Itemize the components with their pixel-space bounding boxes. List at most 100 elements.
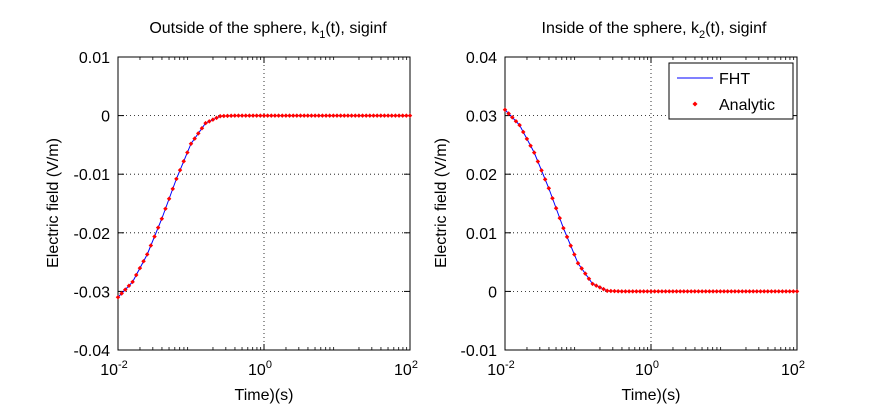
x-axis-label: Time)(s) [622, 387, 681, 404]
series-marker-analytic [141, 259, 146, 264]
series-marker-analytic [710, 289, 716, 294]
x-tick-label: 102 [781, 359, 805, 379]
x-tick-label: 102 [394, 359, 418, 379]
series-marker-analytic [126, 283, 132, 289]
series-marker-analytic [725, 289, 730, 294]
y-axis-label: Electric field (V/m) [433, 138, 450, 268]
series-marker-analytic [656, 289, 661, 294]
series-marker-analytic [696, 289, 701, 294]
series-marker-analytic [645, 289, 650, 294]
series-marker-analytic [761, 289, 767, 294]
series-marker-analytic [287, 113, 292, 118]
series-marker-analytic [634, 289, 639, 294]
y-tick-label: 0.01 [79, 50, 110, 67]
series-marker-analytic [743, 289, 749, 294]
y-tick-label: -0.01 [74, 167, 111, 184]
series-marker-analytic [130, 279, 135, 285]
series-marker-analytic [707, 289, 712, 294]
series-marker-analytic [619, 289, 625, 294]
series-marker-analytic [663, 289, 668, 294]
y-tick-label: -0.01 [461, 343, 498, 360]
series-marker-analytic [133, 272, 139, 278]
series-marker-analytic [597, 285, 603, 290]
series-marker-analytic [586, 276, 592, 282]
series-marker-analytic [787, 289, 792, 294]
y-tick-label: 0 [488, 284, 497, 301]
series-marker-analytic [794, 289, 800, 294]
series-marker-analytic [623, 289, 628, 294]
series-marker-analytic [677, 289, 683, 294]
series-marker-analytic [630, 289, 636, 294]
series-marker-analytic [247, 113, 252, 118]
series-marker-analytic [217, 113, 223, 119]
series-marker-analytic [210, 117, 216, 122]
x-axis-label: Time)(s) [235, 387, 294, 404]
series-marker-analytic [579, 266, 584, 271]
y-tick-label: -0.03 [74, 284, 111, 301]
y-tick-label: 0 [101, 109, 110, 126]
series-marker-analytic [615, 288, 621, 294]
series-marker-analytic [612, 288, 617, 294]
y-tick-label: 0.02 [466, 167, 497, 184]
series-marker-analytic [739, 289, 745, 294]
series-marker-analytic [604, 288, 610, 294]
series-marker-analytic [780, 289, 785, 294]
series-marker-analytic [750, 289, 756, 294]
y-tick-label: -0.02 [74, 226, 111, 243]
series-marker-analytic [575, 261, 581, 266]
chart-title: Inside of the sphere, k2(t), siginf [542, 20, 767, 41]
series-marker-analytic [772, 289, 778, 294]
series-marker-analytic [608, 288, 614, 294]
series-marker-analytic [783, 289, 789, 294]
series-marker-analytic [323, 113, 329, 118]
y-tick-label: -0.04 [74, 343, 111, 360]
y-axis-label: Electric field (V/m) [45, 138, 62, 268]
series-marker-analytic [670, 289, 676, 294]
series-marker-analytic [736, 289, 741, 294]
legend-label: Analytic [719, 97, 775, 114]
legend-box [668, 62, 794, 120]
y-tick-label: 0.01 [466, 226, 497, 243]
series-marker-analytic [718, 289, 723, 294]
x-tick-label: 100 [248, 359, 272, 379]
plot-area [117, 56, 411, 351]
series-marker-analytic [342, 113, 347, 118]
x-tick-label: 100 [635, 359, 659, 379]
series-marker-analytic [776, 289, 782, 294]
series-marker-analytic [699, 289, 705, 294]
series-marker-analytic [659, 289, 665, 294]
series-marker-analytic [396, 113, 402, 118]
series-marker-analytic [637, 289, 643, 294]
series-marker-analytic [791, 289, 796, 294]
series-marker-analytic [692, 289, 698, 294]
y-tick-label: 0.04 [466, 50, 497, 67]
series-marker-analytic [269, 113, 274, 118]
series-marker-analytic [674, 289, 679, 294]
series-marker-analytic [688, 289, 694, 294]
series-marker-analytic [593, 283, 599, 288]
series-marker-analytic [769, 289, 774, 294]
series-marker-analytic [721, 289, 727, 294]
subplot-inside: Inside of the sphere, k2(t), siginf Time… [433, 20, 805, 404]
series-marker-analytic [747, 289, 752, 294]
series-marker-analytic [758, 289, 763, 294]
series-marker-analytic [681, 289, 687, 294]
series-marker-analytic [123, 287, 128, 292]
series-marker-analytic [652, 289, 657, 294]
legend: FHT Analytic [668, 62, 794, 120]
x-tick-label: 10-2 [100, 359, 128, 379]
series-marker-analytic [601, 286, 606, 292]
chart-title: Outside of the sphere, k1(t), siginf [149, 20, 387, 41]
x-tick-label: 10-2 [487, 359, 515, 379]
subplot-outside: Outside of the sphere, k1(t), siginf Tim… [45, 20, 418, 404]
series-marker-analytic [648, 289, 654, 294]
series-marker-analytic [685, 289, 690, 294]
series-marker-analytic [626, 289, 632, 294]
y-tick-label: 0.03 [466, 109, 497, 126]
series-marker-analytic [641, 289, 646, 294]
series-marker-analytic [360, 113, 365, 118]
series-marker-analytic [765, 289, 771, 294]
series-marker-analytic [378, 113, 384, 118]
series-marker-analytic [666, 289, 672, 294]
